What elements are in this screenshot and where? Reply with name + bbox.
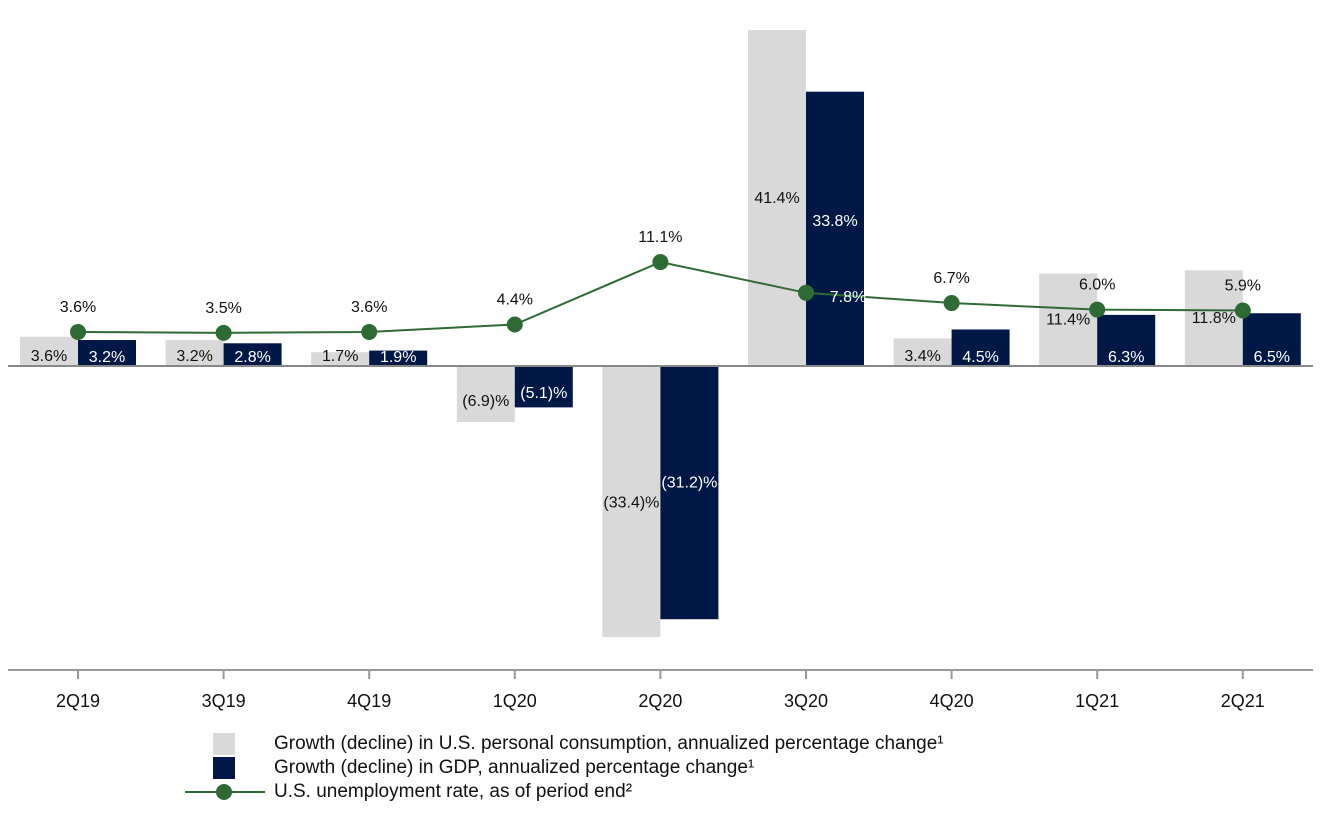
legend: Growth (decline) in U.S. personal consum… [185,732,1085,804]
x-tick-label-4Q20: 4Q20 [930,691,974,711]
data-label-gdp-1Q20: (5.1)% [520,385,567,402]
bar-consumption-3Q19 [165,340,224,366]
data-label-consumption-1Q20: (6.9)% [462,393,509,410]
bar-consumption-2Q20 [602,366,661,638]
bar-consumption-1Q21 [1039,273,1098,366]
bar-consumption-4Q20 [893,338,952,366]
data-label-consumption-3Q20: 41.4% [754,190,799,207]
x-tick-label-2Q21: 2Q21 [1221,691,1265,711]
data-label-consumption-2Q20: (33.4)% [603,495,659,512]
bar-consumption-3Q20 [748,30,806,366]
bar-consumption-4Q19 [311,352,370,366]
chart-canvas: 2Q19 3Q19 4Q19 1Q20 2Q20 3Q20 4Q20 1Q21 2Q21 3.6%… [8,30,1313,711]
point-unemployment-1Q20 [506,316,523,333]
data-label-gdp-1Q21: 6.3% [1108,349,1144,366]
data-label-consumption-4Q19: 1.7% [322,348,358,365]
data-label-unemployment-3Q19: 3.5% [205,300,241,317]
data-label-consumption-2Q21: 11.8% [1192,310,1236,327]
data-label-gdp-2Q20: (31.2)% [661,475,717,492]
point-unemployment-1Q21 [1089,301,1106,318]
data-label-unemployment-4Q20: 6.7% [933,270,969,287]
point-unemployment-4Q19 [361,323,378,340]
data-label-consumption-1Q21: 11.4% [1046,312,1090,329]
legend-label-unemployment: U.S. unemployment rate, as of period end… [274,781,633,802]
point-unemployment-2Q21 [1234,302,1251,319]
bar-gdp-3Q19 [223,343,282,366]
legend-label-consumption: Growth (decline) in U.S. personal consum… [274,733,944,754]
point-unemployment-3Q19 [215,324,232,341]
bar-gdp-4Q19 [369,350,428,366]
bar-gdp-2Q20 [660,366,719,620]
data-label-gdp-4Q19: 1.9% [380,349,416,366]
legend-swatch-gdp [213,757,235,779]
legend-item-gdp: Growth (decline) in GDP, annualized perc… [185,756,1085,780]
x-tick-label-1Q20: 1Q20 [493,691,537,711]
data-label-consumption-3Q19: 3.2% [176,348,212,365]
data-label-unemployment-2Q20: 11.1% [638,229,682,246]
data-label-gdp-3Q19: 2.8% [234,349,270,366]
point-unemployment-2Q19 [70,323,86,340]
legend-marker-unemployment [216,784,232,800]
data-label-unemployment-1Q21: 6.0% [1079,277,1115,294]
x-tick-label-3Q19: 3Q19 [202,691,246,711]
x-tick-label-3Q20: 3Q20 [784,691,828,711]
point-unemployment-3Q20 [798,284,814,301]
legend-item-consumption: Growth (decline) in U.S. personal consum… [185,732,1085,756]
data-label-unemployment-2Q19: 3.6% [60,299,96,316]
bar-gdp-1Q21 [1097,314,1156,366]
bar-gdp-3Q20 [806,91,864,367]
x-tick-label-1Q21: 1Q21 [1075,691,1119,711]
data-label-consumption-2Q19: 3.6% [31,348,67,365]
data-label-gdp-4Q20: 4.5% [962,349,998,366]
data-label-unemployment-1Q20: 4.4% [497,291,533,308]
data-label-unemployment-4Q19: 3.6% [351,299,387,316]
bar-gdp-2Q21 [1242,313,1301,366]
x-tick-label-4Q19: 4Q19 [347,691,391,711]
data-label-gdp-2Q21: 6.5% [1254,349,1290,366]
legend-label-gdp: Growth (decline) in GDP, annualized perc… [274,757,755,778]
data-label-consumption-4Q20: 3.4% [904,348,940,365]
data-label-gdp-2Q19: 3.2% [89,349,125,366]
data-label-gdp-3Q20: 33.8% [812,213,857,230]
bar-consumption-1Q20 [456,366,515,422]
point-unemployment-4Q20 [943,295,960,312]
data-label-unemployment-3Q20: 7.8% [830,289,866,306]
x-tick-label-2Q20: 2Q20 [638,691,682,711]
point-unemployment-2Q20 [652,254,669,271]
legend-item-unemployment: U.S. unemployment rate, as of period end… [185,780,1085,804]
bar-gdp-2Q19 [78,340,136,366]
x-tick-label-2Q19: 2Q19 [56,691,100,711]
bar-gdp-4Q20 [951,329,1010,366]
data-label-unemployment-2Q21: 5.9% [1225,278,1261,295]
bar-consumption-2Q21 [1184,270,1243,366]
bar-consumption-2Q19 [20,336,78,366]
bar-gdp-1Q20 [514,366,573,408]
legend-swatch-consumption [213,733,235,755]
